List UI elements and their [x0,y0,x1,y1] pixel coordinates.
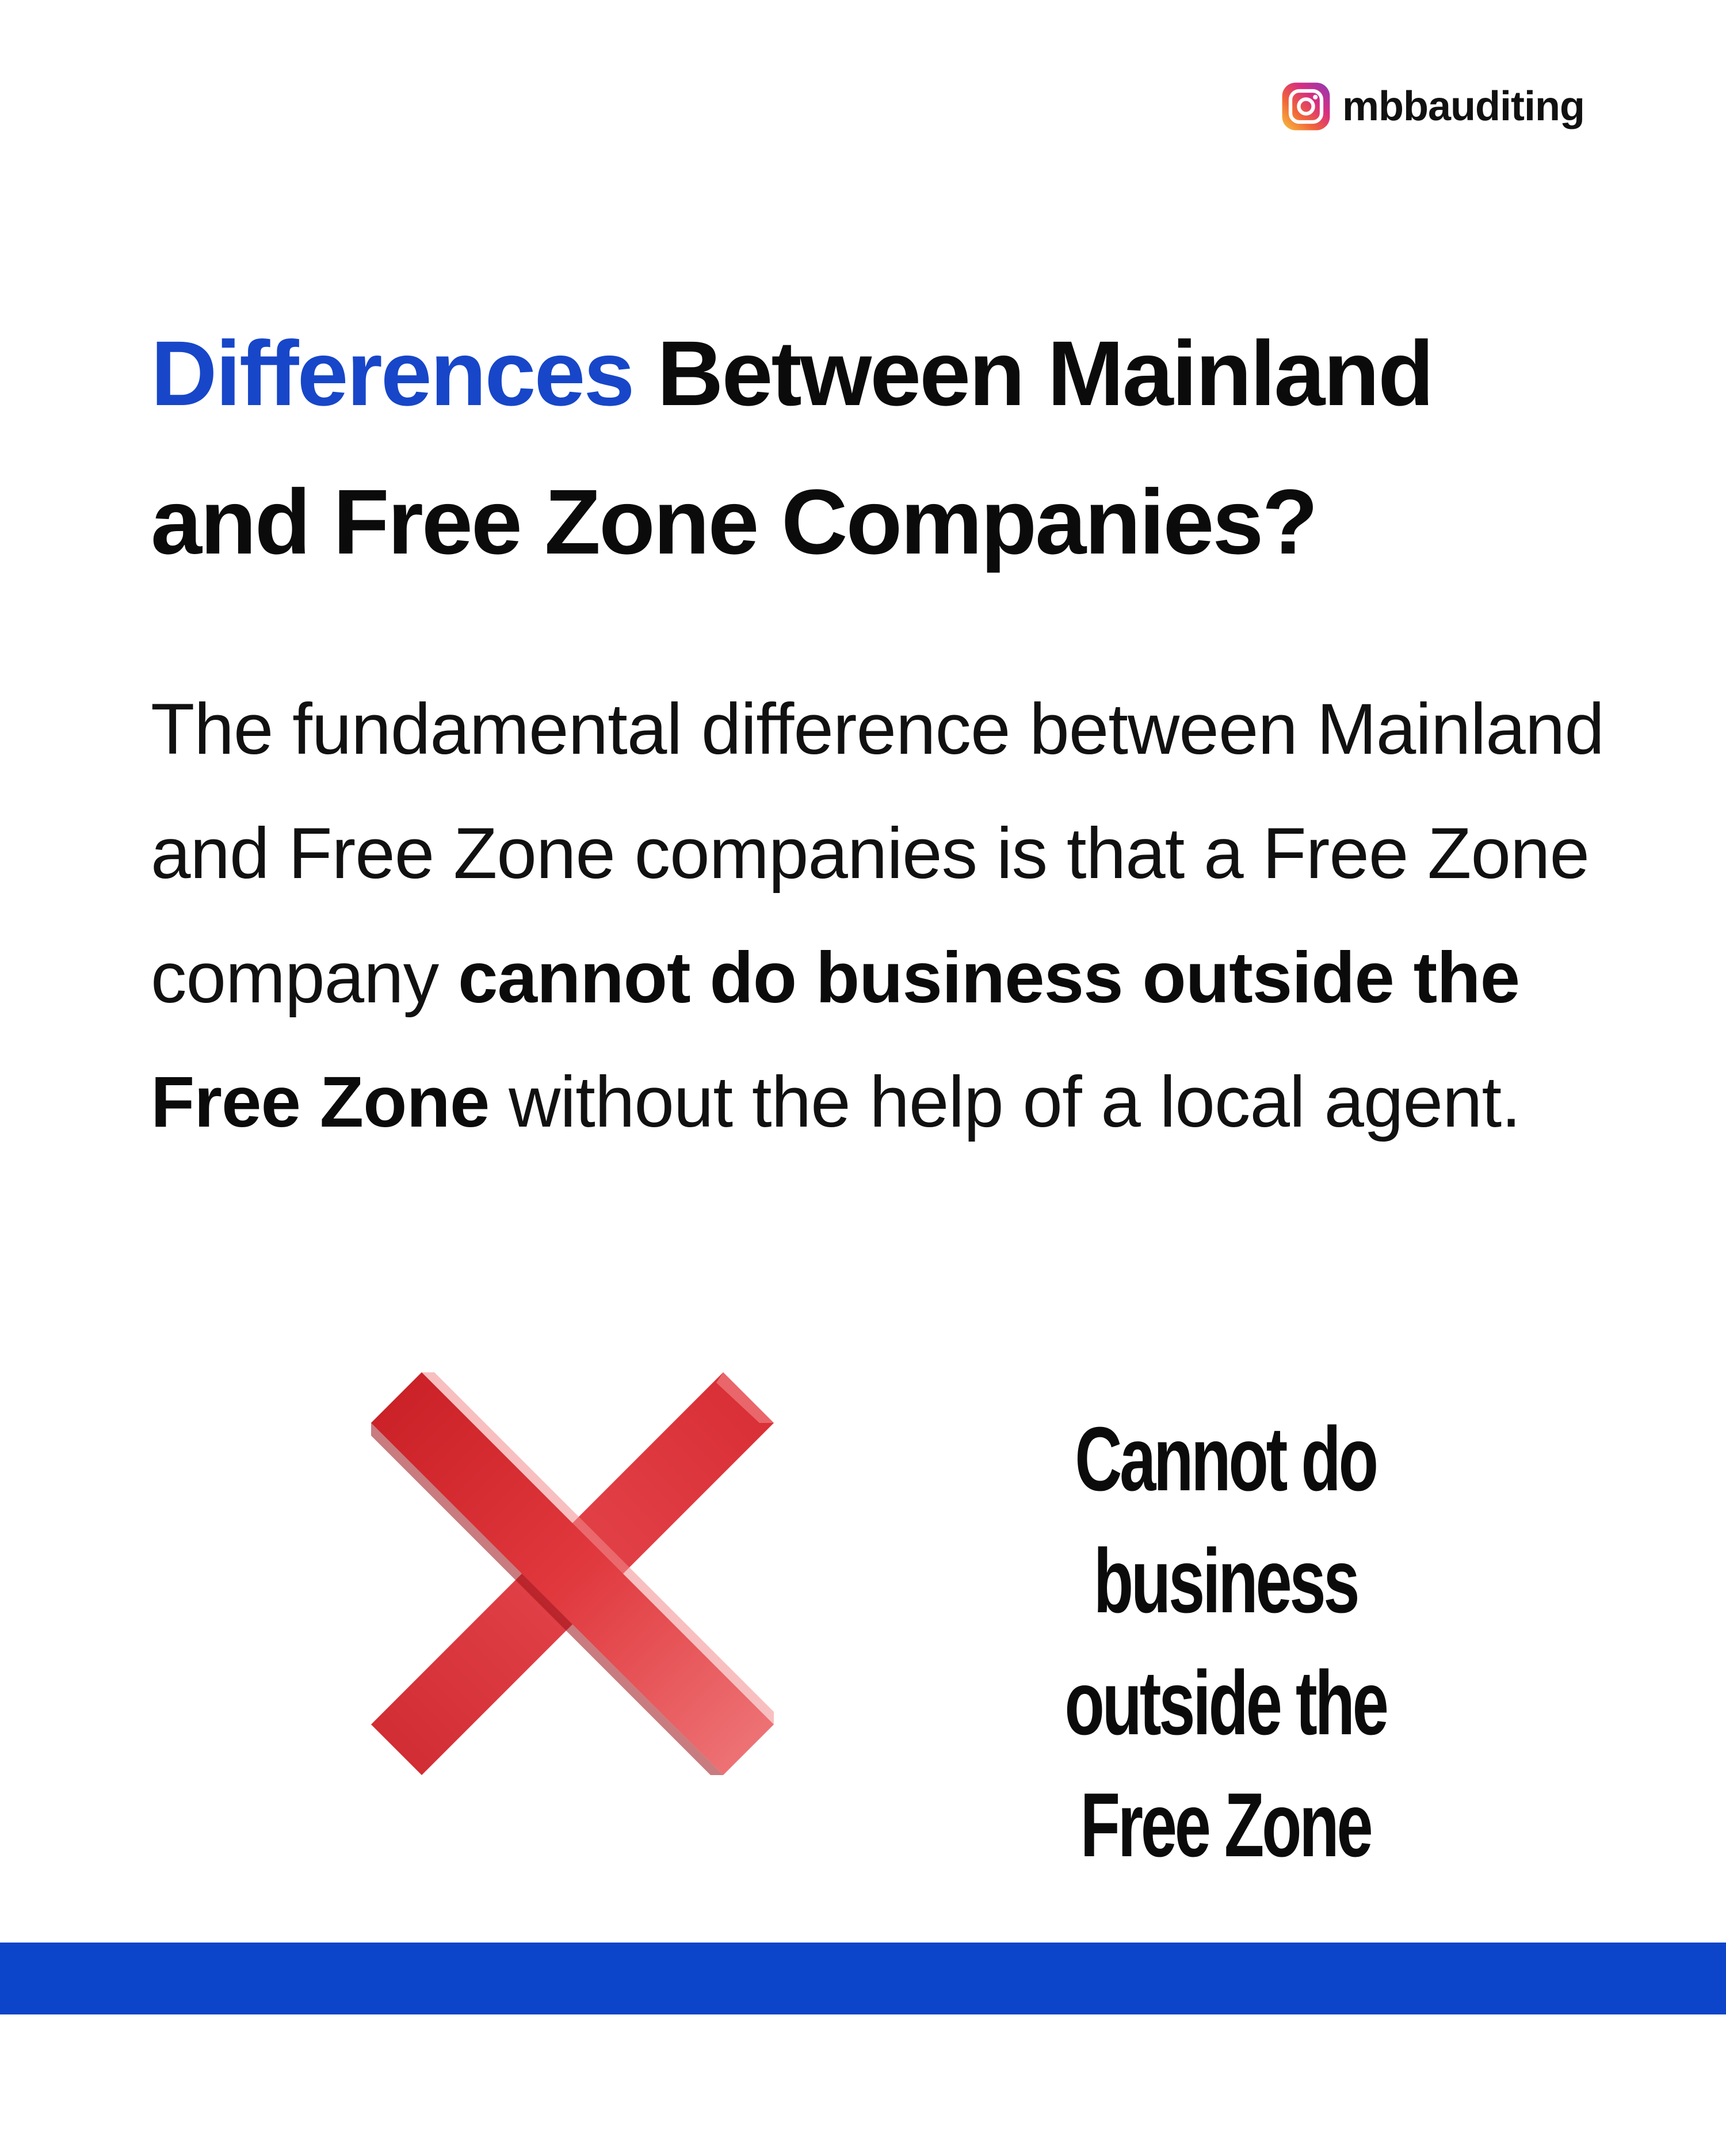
instagram-handle[interactable]: mbbauditing [1280,81,1585,132]
callout-line3: Free Zone [1080,1775,1373,1876]
description-part2: without the help of a local agent. [489,1062,1521,1142]
description-bold-phrase: cannot do business outside the Free Zone [151,938,1520,1142]
page-title: Differences Between Mainland and Free Zon… [151,299,1618,596]
description-paragraph: The fundamental difference between Mainl… [151,667,1624,1165]
instagram-icon [1282,82,1330,131]
callout-line2: outside the [1064,1653,1389,1754]
title-line1-rest: Between Mainland [633,322,1434,425]
title-line2: and Free Zone Companies? [151,470,1318,573]
red-x-icon [371,1372,774,1775]
callout-text: Cannot do business outside the Free Zone [990,1398,1462,1886]
callout-line1: Cannot do business [1075,1409,1378,1632]
description-part1: The fundamental difference between Mainl… [151,689,1605,1018]
title-accent-word: Differences [151,322,635,425]
instagram-handle-text: mbbauditing [1342,83,1585,129]
footer-accent-bar [0,1943,1726,2014]
